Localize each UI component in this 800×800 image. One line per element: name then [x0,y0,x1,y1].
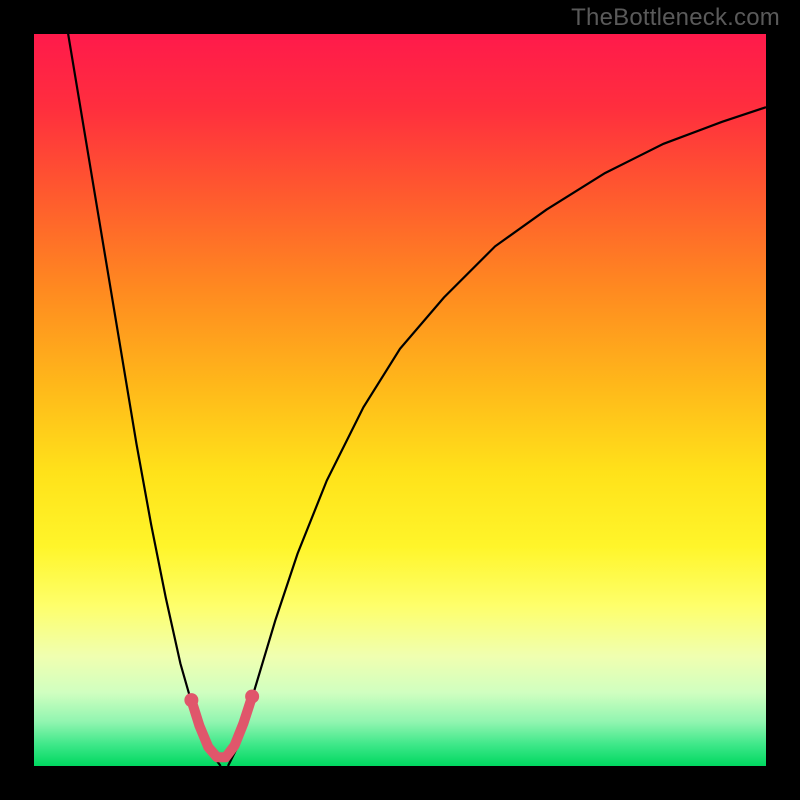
bottleneck-chart [0,0,800,800]
chart-container: TheBottleneck.com [0,0,800,800]
valley-marker-end-right [245,689,259,703]
plot-area [34,34,766,766]
valley-marker-end-left [184,693,198,707]
watermark-text: TheBottleneck.com [571,4,780,32]
